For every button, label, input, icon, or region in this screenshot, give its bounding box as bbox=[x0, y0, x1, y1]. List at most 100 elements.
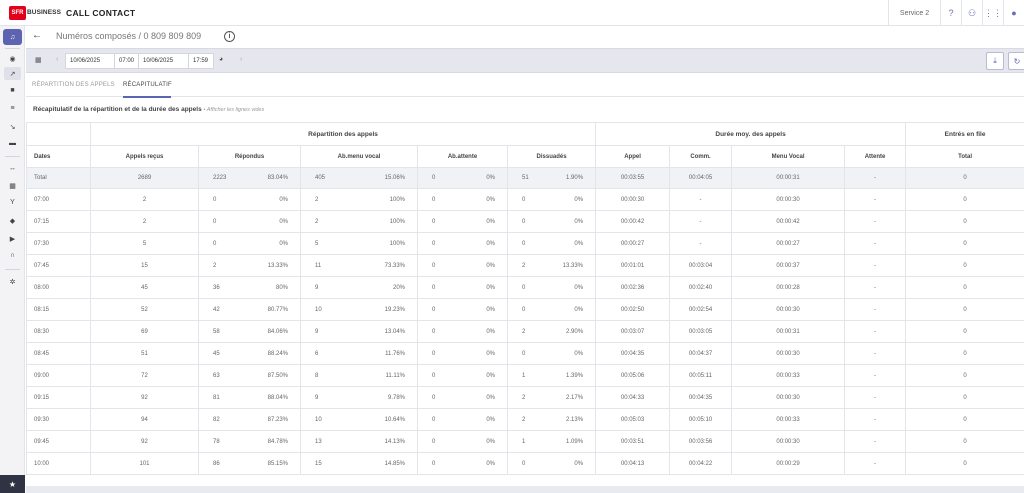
cell-ab-menu-vocal-percent: 9.78% bbox=[387, 394, 405, 401]
cell-appel: 00:02:50 bbox=[595, 298, 671, 321]
cell-comm: 00:03:05 bbox=[669, 320, 733, 343]
cell-appels-recus: 2 bbox=[90, 210, 199, 233]
help-icon[interactable]: ? bbox=[940, 0, 961, 26]
col-dates[interactable]: Dates bbox=[26, 145, 91, 168]
star-icon[interactable]: ★ bbox=[0, 475, 25, 493]
col-attente[interactable]: Attente bbox=[844, 145, 907, 168]
support-icon[interactable]: ∩ bbox=[9, 252, 16, 259]
tab-repartition[interactable]: RÉPARTITION DES APPELS bbox=[32, 82, 115, 88]
cell-appel: 00:04:33 bbox=[595, 386, 671, 409]
cell-dissuades-percent: 0% bbox=[574, 218, 584, 225]
chart-toggle-icon[interactable]: ◕ bbox=[219, 56, 224, 63]
date-from-field[interactable]: 10/06/2025 bbox=[65, 53, 117, 69]
col-dissuades[interactable]: Dissuadés bbox=[506, 145, 597, 168]
cell-ab-menu-vocal-percent: 10.64% bbox=[384, 416, 405, 423]
cell-ab-attente-count: 0 bbox=[432, 372, 436, 379]
cell-dissuades-percent: 0% bbox=[574, 460, 584, 467]
cell-ab-attente: 0 0% bbox=[417, 342, 508, 365]
logo-business-label: BUSINESS bbox=[27, 9, 62, 16]
chevron-right-icon[interactable]: › bbox=[240, 56, 243, 63]
cell-dissuades-count: 1 bbox=[522, 438, 526, 445]
voicemail-icon[interactable]: ◆ bbox=[9, 217, 16, 225]
cell-repondus-count: 0 bbox=[213, 240, 217, 247]
cell-total: 0 bbox=[905, 254, 1024, 277]
trend-icon[interactable]: ↗ bbox=[4, 67, 21, 80]
cell-ab-attente-count: 0 bbox=[432, 218, 436, 225]
cell-appels-recus: 45 bbox=[90, 276, 199, 299]
cell-total: 0 bbox=[905, 188, 1024, 211]
download-icon[interactable]: ⤓ bbox=[986, 52, 1004, 70]
cell-ab-attente: 0 0% bbox=[417, 232, 508, 255]
cell-dissuades-count: 0 bbox=[522, 240, 526, 247]
col-appel[interactable]: Appel bbox=[595, 145, 671, 168]
refresh-icon[interactable]: ↻ bbox=[1008, 52, 1024, 70]
cell-ab-attente: 0 0% bbox=[417, 298, 508, 321]
cell-repondus: 81 88.04% bbox=[198, 386, 301, 409]
cell-menu-vocal: 00:00:30 bbox=[731, 342, 846, 365]
users-icon[interactable]: ⚇ bbox=[961, 0, 982, 26]
cell-ab-menu-vocal-count: 10 bbox=[315, 306, 322, 313]
headset-icon[interactable]: ♫ bbox=[3, 29, 22, 45]
cell-menu-vocal: 00:00:42 bbox=[731, 210, 846, 233]
table-row: 10:00 101 86 85.15% 15 14.85% 0 0% 0 0% 00:04:13 00… bbox=[26, 452, 1024, 475]
col-ab-menu-vocal[interactable]: Ab.menu vocal bbox=[300, 145, 418, 168]
cell-repondus: 0 0% bbox=[198, 232, 301, 255]
forward-icon[interactable]: ▶ bbox=[9, 235, 16, 243]
cell-date: 08:15 bbox=[26, 298, 91, 321]
cell-ab-attente-percent: 0% bbox=[486, 394, 495, 401]
chevron-left-icon[interactable]: ‹ bbox=[56, 56, 59, 63]
transfer-icon[interactable]: ↔ bbox=[9, 165, 16, 172]
cell-date: 08:00 bbox=[26, 276, 91, 299]
col-comm[interactable]: Comm. bbox=[669, 145, 733, 168]
col-repondus[interactable]: Répondus bbox=[198, 145, 301, 168]
calendar-icon[interactable]: ▦ bbox=[9, 182, 16, 190]
apps-grid-icon[interactable]: ⋮⋮ bbox=[982, 0, 1003, 26]
folder-icon[interactable]: ▬ bbox=[9, 140, 16, 147]
cell-dissuades-percent: 2.13% bbox=[566, 416, 584, 423]
save-icon[interactable]: ■ bbox=[10, 87, 15, 94]
branch-icon[interactable]: Y bbox=[10, 199, 15, 206]
cell-ab-attente: 0 0% bbox=[417, 167, 508, 189]
info-icon[interactable]: i bbox=[224, 31, 235, 42]
cell-ab-menu-vocal-count: 2 bbox=[315, 196, 319, 203]
cell-attente: - bbox=[844, 188, 907, 211]
eye-icon[interactable]: ◉ bbox=[9, 55, 16, 63]
date-to-field[interactable]: 10/06/2025 bbox=[138, 53, 189, 69]
col-ab-attente[interactable]: Ab.attente bbox=[417, 145, 508, 168]
cell-ab-attente-percent: 0% bbox=[486, 328, 495, 335]
cell-ab-menu-vocal-count: 405 bbox=[315, 175, 326, 181]
cell-dissuades-count: 0 bbox=[522, 196, 526, 203]
cell-ab-menu-vocal: 15 14.85% bbox=[300, 452, 418, 475]
cell-date: 07:30 bbox=[26, 232, 91, 255]
cell-dissuades: 1 1.39% bbox=[506, 364, 597, 387]
time-to-field[interactable]: 17:59 bbox=[188, 53, 214, 69]
service-selector[interactable]: Service 2 bbox=[888, 0, 940, 26]
col-total[interactable]: Total bbox=[905, 145, 1024, 168]
cell-comm: 00:04:35 bbox=[669, 386, 733, 409]
tab-recapitulatif[interactable]: RÉCAPITULATIF bbox=[123, 82, 172, 88]
cell-menu-vocal: 00:00:37 bbox=[731, 254, 846, 277]
table-row: 07:15 2 0 0% 2 100% 0 0% 0 0% 00:00:42-00:00:42-0 bbox=[26, 210, 1024, 233]
time-from-field[interactable]: 07:00 bbox=[114, 53, 139, 69]
horizontal-scrollbar[interactable] bbox=[26, 486, 1024, 493]
cell-ab-attente: 0 0% bbox=[417, 188, 508, 211]
col-menu-vocal[interactable]: Menu Vocal bbox=[731, 145, 846, 168]
cell-repondus-percent: 0% bbox=[279, 240, 288, 247]
cell-attente: - bbox=[844, 364, 907, 387]
user-profile-icon[interactable]: ● bbox=[1003, 0, 1024, 26]
route-icon[interactable]: ↘ bbox=[9, 123, 16, 131]
subtitle-text: Récapitulatif de la répartition et de la… bbox=[33, 106, 202, 113]
calendar-icon[interactable]: ▦ bbox=[35, 57, 42, 64]
col-appels-recus[interactable]: Appels reçus bbox=[90, 145, 199, 168]
cell-ab-attente-count: 0 bbox=[432, 175, 436, 181]
cell-menu-vocal: 00:00:33 bbox=[731, 408, 846, 431]
list-icon[interactable]: ≡ bbox=[10, 105, 15, 112]
cell-menu-vocal: 00:00:30 bbox=[731, 188, 846, 211]
cell-repondus-percent: 84.78% bbox=[267, 438, 288, 445]
cell-repondus-count: 82 bbox=[213, 416, 220, 423]
cell-comm: 00:03:04 bbox=[669, 254, 733, 277]
settings-icon[interactable]: ✲ bbox=[9, 278, 16, 286]
cell-date: Total bbox=[26, 167, 91, 189]
show-empty-rows-link[interactable]: • Afficher les lignes vides bbox=[203, 107, 265, 113]
back-arrow-icon[interactable]: ← bbox=[32, 30, 42, 41]
